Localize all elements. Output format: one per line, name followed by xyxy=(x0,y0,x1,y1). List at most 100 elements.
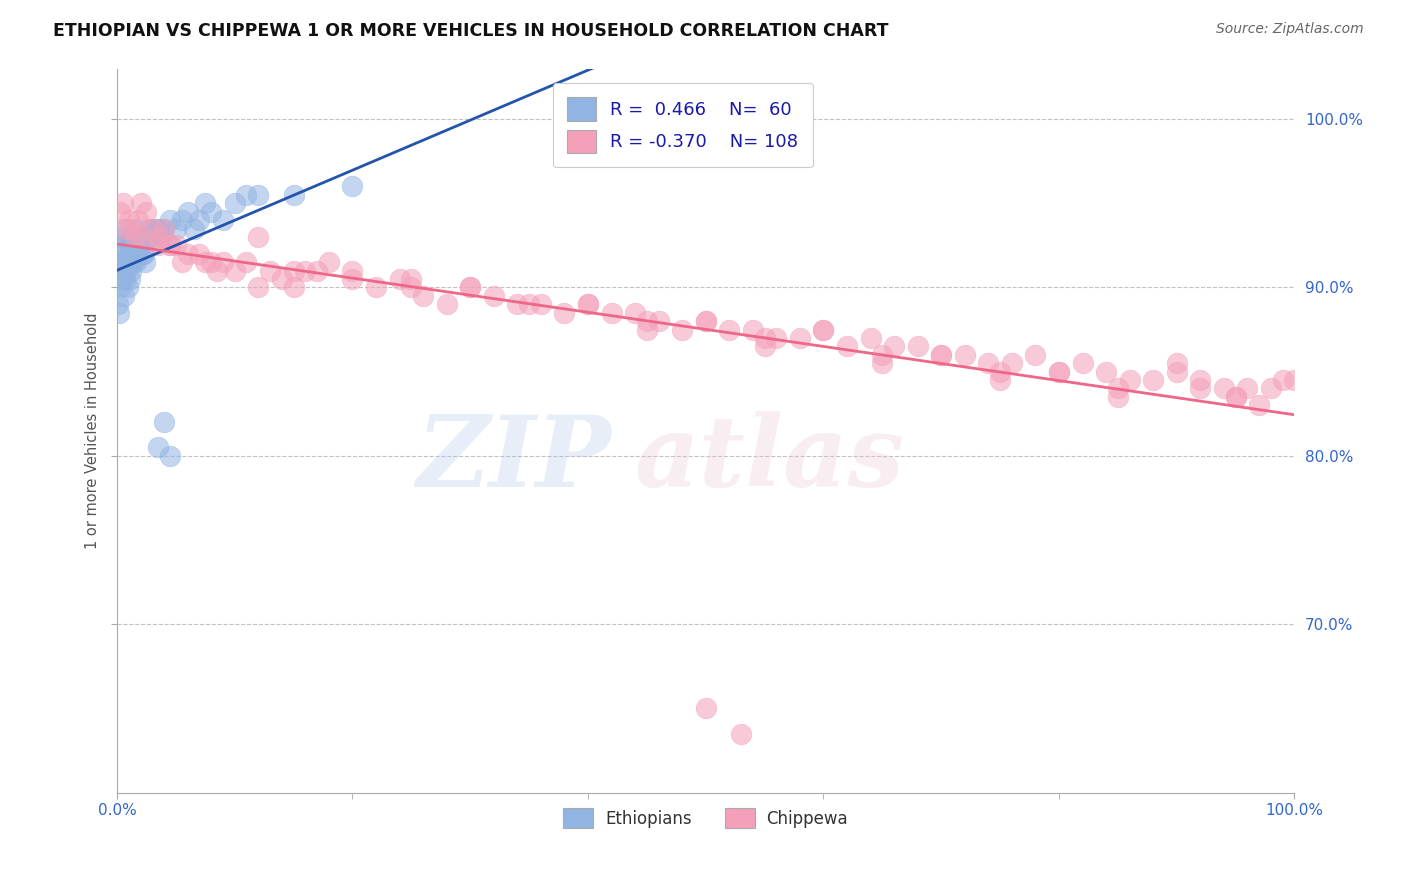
Point xyxy=(139,230,162,244)
Point xyxy=(553,306,575,320)
Point xyxy=(124,230,146,244)
Point xyxy=(153,415,176,429)
Point xyxy=(401,280,423,294)
Point xyxy=(342,263,364,277)
Point xyxy=(929,348,952,362)
Point xyxy=(115,263,138,277)
Point xyxy=(135,230,157,244)
Point xyxy=(148,238,170,252)
Point xyxy=(813,322,835,336)
Point xyxy=(342,272,364,286)
Point xyxy=(127,230,149,244)
Point xyxy=(835,339,858,353)
Point xyxy=(576,297,599,311)
Point xyxy=(153,221,176,235)
Point xyxy=(872,348,894,362)
Point xyxy=(111,272,134,286)
Point xyxy=(118,246,141,260)
Point xyxy=(624,306,647,320)
Point xyxy=(988,365,1011,379)
Point xyxy=(907,339,929,353)
Point xyxy=(159,238,181,252)
Point xyxy=(517,297,540,311)
Point xyxy=(1225,390,1247,404)
Point xyxy=(118,255,141,269)
Point xyxy=(235,187,257,202)
Point xyxy=(859,331,882,345)
Point xyxy=(111,246,134,260)
Point xyxy=(148,221,170,235)
Point xyxy=(953,348,976,362)
Point xyxy=(125,238,148,252)
Point xyxy=(530,297,553,311)
Point xyxy=(247,280,270,294)
Point xyxy=(647,314,669,328)
Point xyxy=(813,322,835,336)
Point xyxy=(718,322,741,336)
Point xyxy=(188,246,211,260)
Point xyxy=(118,213,141,227)
Point xyxy=(165,238,187,252)
Point xyxy=(143,230,166,244)
Text: atlas: atlas xyxy=(636,411,905,508)
Point xyxy=(200,255,222,269)
Point xyxy=(129,230,152,244)
Point xyxy=(307,263,329,277)
Legend: Ethiopians, Chippewa: Ethiopians, Chippewa xyxy=(557,801,855,835)
Point xyxy=(754,339,776,353)
Point xyxy=(200,204,222,219)
Point xyxy=(183,221,205,235)
Point xyxy=(636,322,658,336)
Point xyxy=(176,204,198,219)
Point xyxy=(1212,382,1234,396)
Point xyxy=(124,246,146,260)
Point xyxy=(1001,356,1024,370)
Point xyxy=(1047,365,1070,379)
Point xyxy=(114,221,136,235)
Point xyxy=(111,255,134,269)
Point xyxy=(695,701,717,715)
Point xyxy=(506,297,529,311)
Point xyxy=(224,263,246,277)
Point xyxy=(131,238,153,252)
Point xyxy=(112,289,135,303)
Point xyxy=(695,314,717,328)
Point xyxy=(1284,373,1306,387)
Point xyxy=(224,196,246,211)
Point xyxy=(1271,373,1294,387)
Point xyxy=(111,196,134,211)
Point xyxy=(141,221,163,235)
Point xyxy=(117,255,139,269)
Point xyxy=(115,238,138,252)
Point xyxy=(988,373,1011,387)
Point xyxy=(117,280,139,294)
Point xyxy=(294,263,316,277)
Point xyxy=(159,449,181,463)
Point xyxy=(128,246,150,260)
Point xyxy=(148,230,170,244)
Point xyxy=(730,727,752,741)
Point xyxy=(458,280,481,294)
Point xyxy=(212,213,235,227)
Point xyxy=(112,255,135,269)
Point xyxy=(789,331,811,345)
Point xyxy=(458,280,481,294)
Point xyxy=(121,255,143,269)
Point xyxy=(205,263,228,277)
Point xyxy=(247,230,270,244)
Point xyxy=(118,272,141,286)
Point xyxy=(194,196,217,211)
Point xyxy=(977,356,1000,370)
Point xyxy=(741,322,763,336)
Point xyxy=(600,306,623,320)
Point xyxy=(165,221,187,235)
Point xyxy=(1095,365,1118,379)
Point xyxy=(1236,382,1258,396)
Point xyxy=(1260,382,1282,396)
Point xyxy=(110,238,132,252)
Point xyxy=(671,322,693,336)
Point xyxy=(436,297,458,311)
Point xyxy=(342,179,364,194)
Point xyxy=(135,204,157,219)
Point xyxy=(1249,398,1271,412)
